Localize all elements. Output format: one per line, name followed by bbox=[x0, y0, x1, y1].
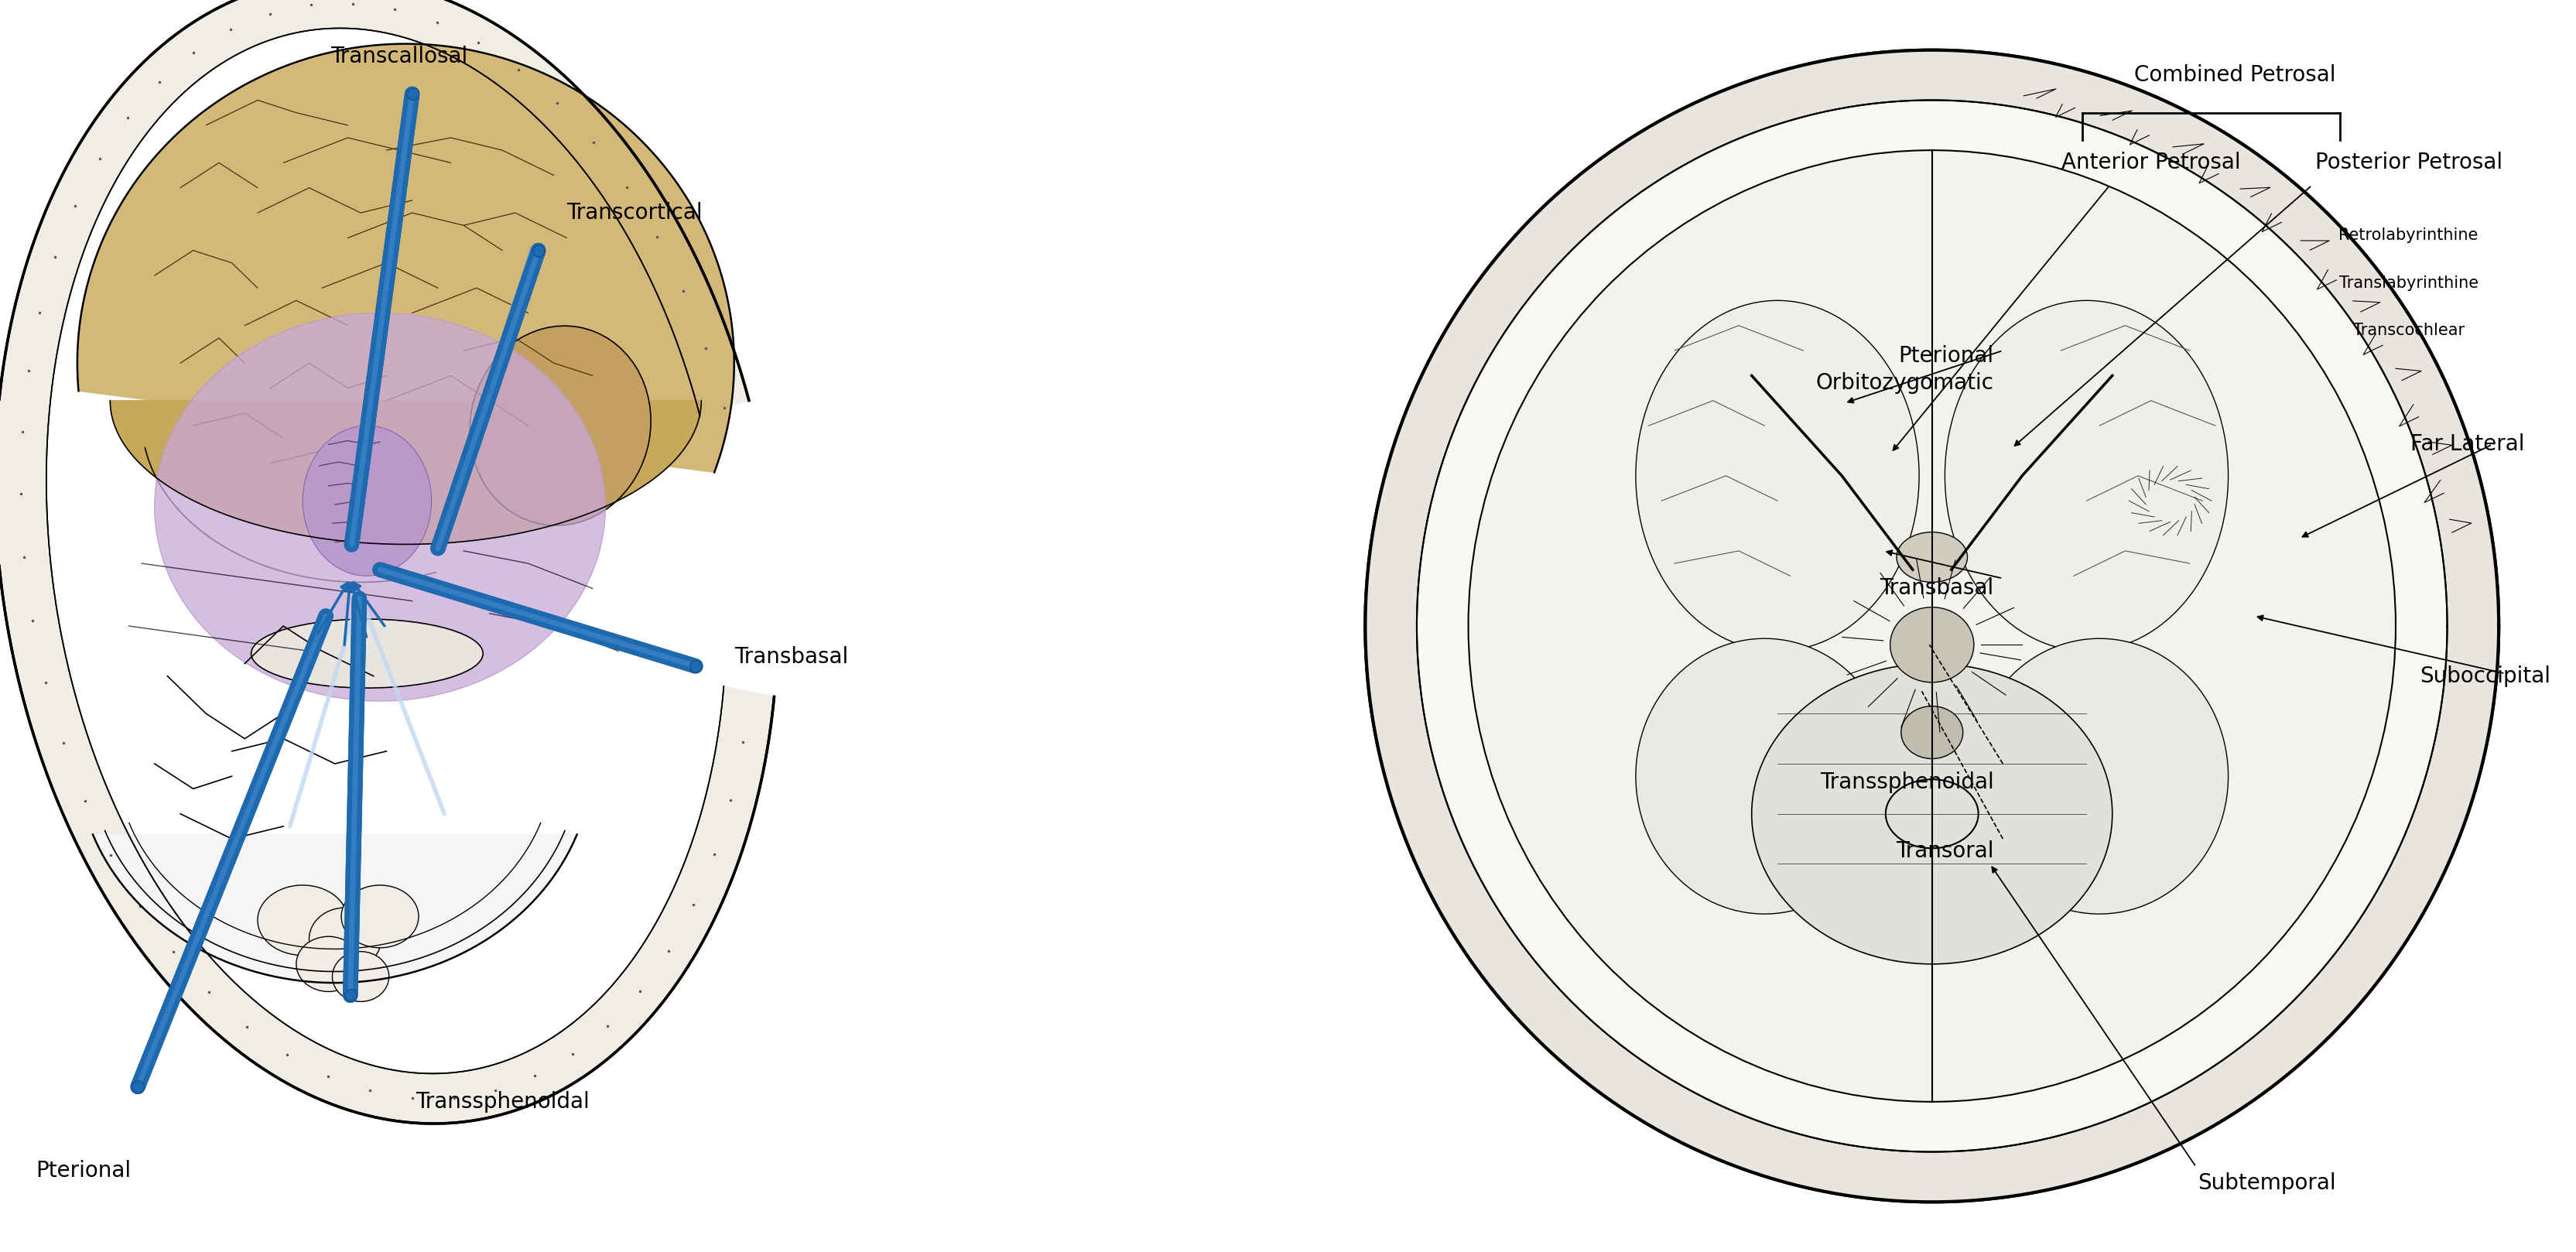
Ellipse shape bbox=[296, 936, 361, 992]
Text: Combined Petrosal: Combined Petrosal bbox=[2133, 64, 2336, 86]
Polygon shape bbox=[1365, 50, 2499, 1202]
Polygon shape bbox=[77, 44, 734, 472]
Text: Pterional: Pterional bbox=[36, 1159, 131, 1182]
Text: Transsphenoidal: Transsphenoidal bbox=[415, 1090, 590, 1113]
Text: Transcortical: Transcortical bbox=[567, 202, 703, 224]
Polygon shape bbox=[0, 0, 775, 1123]
Text: Far Lateral: Far Lateral bbox=[2411, 433, 2524, 456]
Ellipse shape bbox=[1945, 300, 2228, 651]
Ellipse shape bbox=[1896, 532, 1968, 582]
Ellipse shape bbox=[469, 326, 652, 526]
Text: Anterior Petrosal: Anterior Petrosal bbox=[2061, 151, 2241, 174]
Ellipse shape bbox=[258, 885, 348, 955]
Polygon shape bbox=[155, 313, 605, 701]
Text: Posterior Petrosal: Posterior Petrosal bbox=[2316, 151, 2501, 174]
Ellipse shape bbox=[1891, 607, 1973, 682]
Ellipse shape bbox=[1901, 706, 1963, 759]
Text: Transcallosal: Transcallosal bbox=[330, 45, 469, 68]
Text: Transbasal: Transbasal bbox=[1880, 577, 1994, 600]
Polygon shape bbox=[0, 0, 775, 1123]
Ellipse shape bbox=[301, 426, 433, 576]
Ellipse shape bbox=[1636, 300, 1919, 651]
Polygon shape bbox=[111, 401, 701, 545]
Ellipse shape bbox=[1468, 150, 2396, 1102]
Ellipse shape bbox=[250, 620, 484, 689]
Ellipse shape bbox=[1417, 100, 2447, 1152]
Text: Retrolabyrinthine: Retrolabyrinthine bbox=[2339, 228, 2478, 243]
Ellipse shape bbox=[1752, 664, 2112, 964]
Ellipse shape bbox=[332, 952, 389, 1002]
Text: Transoral: Transoral bbox=[1896, 840, 1994, 863]
Ellipse shape bbox=[1971, 639, 2228, 914]
Text: Transcochlear: Transcochlear bbox=[2352, 323, 2465, 338]
Text: Translabyrinthine: Translabyrinthine bbox=[2339, 275, 2478, 290]
Text: Transbasal: Transbasal bbox=[734, 646, 848, 669]
Polygon shape bbox=[93, 835, 577, 983]
Ellipse shape bbox=[1636, 639, 1893, 914]
Text: Transsphenoidal: Transsphenoidal bbox=[1819, 771, 1994, 794]
Ellipse shape bbox=[1365, 50, 2499, 1202]
Text: Suboccipital: Suboccipital bbox=[2419, 665, 2550, 687]
Ellipse shape bbox=[340, 885, 417, 948]
Ellipse shape bbox=[309, 908, 381, 970]
Text: Subtemporal: Subtemporal bbox=[2197, 1172, 2336, 1194]
Text: Pterional
Orbitozygomatic: Pterional Orbitozygomatic bbox=[1816, 346, 1994, 393]
